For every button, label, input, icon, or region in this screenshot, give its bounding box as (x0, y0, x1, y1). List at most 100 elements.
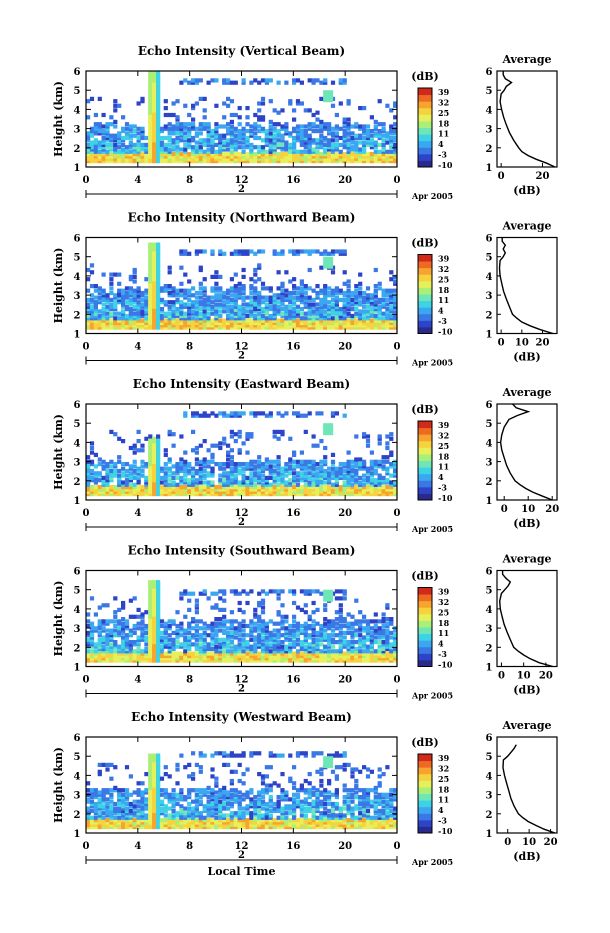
heatmap-cell (343, 480, 347, 484)
heatmap-cell (370, 319, 374, 323)
heatmap-cell (350, 464, 354, 468)
heatmap-cell (152, 243, 156, 247)
heatmap-cell (370, 115, 374, 119)
avg-x-label: (dB) (513, 184, 540, 197)
heatmap-cell (378, 298, 382, 302)
heatmap-cell (230, 277, 234, 281)
heatmap-cell (140, 298, 144, 302)
heatmap-cell (277, 152, 281, 156)
heatmap-cell (218, 249, 222, 253)
heatmap-cell (245, 249, 249, 253)
heatmap-cell (226, 649, 230, 653)
colorbar-unit: (dB) (411, 237, 438, 250)
heatmap-cell (168, 483, 172, 487)
heatmap-cell (144, 631, 148, 635)
heatmap-cell (261, 101, 265, 105)
heatmap-cell (257, 101, 261, 105)
heatmap-cell (160, 619, 164, 623)
heatmap-cell (121, 462, 125, 466)
y-tick-label: 5 (74, 253, 81, 264)
heatmap-cell (207, 480, 211, 484)
heatmap-cell (222, 124, 226, 128)
heatmap-cell (86, 268, 90, 272)
heatmap-cell (257, 652, 261, 656)
heatmap-cell (222, 78, 226, 82)
heatmap-cell (218, 124, 222, 128)
heatmap-cell (242, 467, 246, 471)
heatmap-cell (269, 138, 273, 142)
heatmap-cell (109, 319, 113, 323)
heatmap-cell (265, 476, 269, 480)
heatmap-cell (296, 638, 300, 642)
heatmap-cell (214, 414, 218, 418)
heatmap-cell (195, 638, 199, 642)
heatmap-cell (382, 476, 386, 480)
heatmap-cell (292, 291, 296, 295)
heatmap-cell (277, 252, 281, 256)
heatmap-cell (331, 467, 335, 471)
heatmap-cell (277, 300, 281, 304)
heatmap-cell (374, 300, 378, 304)
heatmap-cell (261, 474, 265, 478)
heatmap-cell (214, 127, 218, 131)
heatmap-cell (300, 608, 304, 612)
heatmap-cell (300, 312, 304, 316)
avg-y-tick-label: 4 (486, 438, 493, 449)
heatmap-cell (312, 478, 316, 482)
heatmap-cell (203, 457, 207, 461)
heatmap-cell (343, 596, 347, 600)
heatmap-cell (191, 471, 195, 475)
colorbar-segment (418, 474, 432, 481)
heatmap-cell (179, 300, 183, 304)
heatmap-cell (218, 596, 222, 600)
heatmap-cell (261, 314, 265, 318)
heatmap-cell (156, 434, 160, 438)
heatmap-cell (230, 298, 234, 302)
heatmap-cell (144, 277, 148, 281)
heatmap-cell (261, 610, 265, 614)
heatmap-cell (230, 619, 234, 623)
heatmap-cell (331, 649, 335, 653)
heatmap-cell (175, 99, 179, 103)
heatmap-cell (230, 631, 234, 635)
heatmap-cell (339, 143, 343, 147)
heatmap-cell (203, 631, 207, 635)
heatmap-cell (308, 411, 312, 415)
x-tick-label: 0 (83, 342, 90, 353)
heatmap-cell (195, 642, 199, 646)
heatmap-cell (335, 622, 339, 626)
heatmap-cell (140, 97, 144, 101)
heatmap-cell (214, 150, 218, 154)
heatmap-cell (245, 152, 249, 156)
heatmap-cell (125, 462, 129, 466)
heatmap-cell (300, 629, 304, 633)
heatmap-cell (137, 127, 141, 131)
heatmap-cell (234, 645, 238, 649)
heatmap-cell (339, 249, 343, 253)
heatmap-cell (354, 647, 358, 651)
heatmap-cell (199, 78, 203, 82)
heatmap-cell (168, 457, 172, 461)
heatmap-cell (288, 624, 292, 628)
heatmap-cell (86, 115, 90, 119)
heatmap-cells (86, 71, 397, 163)
heatmap-cell (385, 307, 389, 311)
heatmap-cell (331, 629, 335, 633)
heatmap-cell (257, 460, 261, 464)
x-tick-label: 0 (394, 508, 401, 519)
heatmap-cell (137, 439, 141, 443)
heatmap-cell (385, 150, 389, 154)
heatmap-cell (179, 152, 183, 156)
heatmap-cell (304, 471, 308, 475)
heatmap-cell (164, 99, 168, 103)
x-tick-label: 0 (394, 175, 401, 186)
heatmap-cell (253, 273, 257, 277)
heatmap-cell (234, 411, 238, 415)
heatmap-cell (183, 122, 187, 126)
heatmap-cell (226, 138, 230, 142)
heatmap-cell (339, 289, 343, 293)
y-tick-label: 6 (74, 400, 81, 411)
heatmap-cell (140, 152, 144, 156)
heatmap-cell (312, 129, 316, 133)
